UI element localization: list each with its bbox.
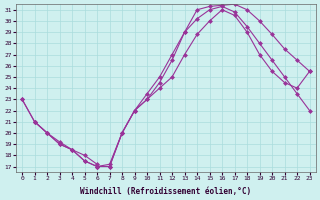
X-axis label: Windchill (Refroidissement éolien,°C): Windchill (Refroidissement éolien,°C)	[80, 187, 252, 196]
